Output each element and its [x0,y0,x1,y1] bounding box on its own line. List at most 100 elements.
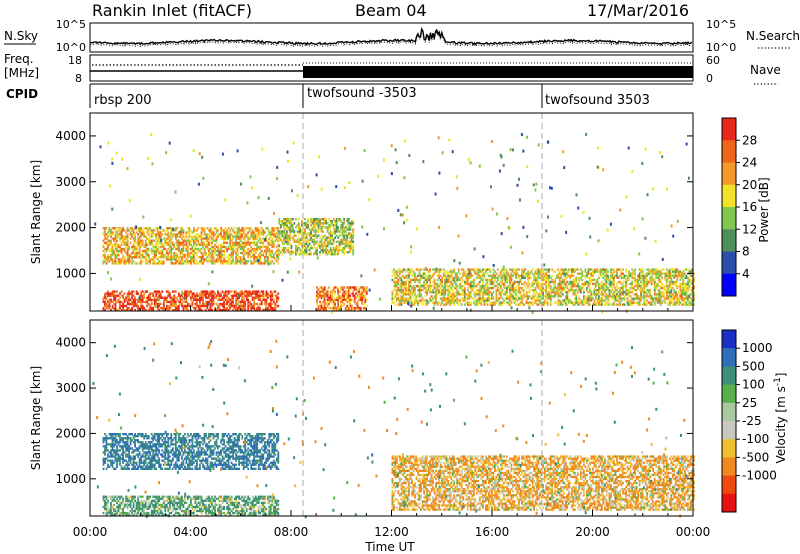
heatmap-cell [251,253,254,257]
heatmap-cell [299,242,302,246]
heatmap-cell [131,256,133,259]
heatmap-cell [471,280,474,284]
heatmap-cell [610,270,612,273]
heatmap-cell [247,260,250,263]
cpid-panel: CPID rbsp 200 twofsound -3503 twofsound … [6,83,693,108]
heatmap-cell [566,303,569,306]
heatmap-cell [181,249,183,253]
heatmap-cell [629,295,632,298]
heatmap-cell [283,236,285,239]
heatmap-cell [179,262,182,265]
heatmap-cell [394,295,397,298]
heatmap-cell [625,293,627,296]
heatmap-cell [193,231,195,234]
heatmap-cell [236,258,239,261]
heatmap-cell [435,289,437,292]
heatmap-cell [122,308,124,312]
heatmap-cell [626,276,629,279]
heatmap-cell [432,291,434,294]
heatmap-cell [409,289,412,292]
heatmap-cell [486,303,489,306]
heatmap-cell [625,284,627,288]
heatmap-cell [323,300,326,304]
heatmap-cell [629,303,632,306]
heatmap-cell [563,289,566,292]
heatmap-cell [191,302,194,306]
heatmap-cell [202,241,204,244]
heatmap-cell [188,239,191,242]
heatmap-cell [521,289,523,292]
heatmap-cell [575,280,578,284]
heatmap-cell [640,289,642,292]
heatmap-cell [359,308,362,312]
heatmap-cell [289,222,291,225]
heatmap-cell [132,233,135,236]
heatmap-cell [500,293,502,296]
noise-left-tick-top: 10^5 [56,18,86,31]
heatmap-cell [346,244,349,248]
heatmap-cell [658,278,661,282]
heatmap-cell [343,222,346,225]
heatmap-cell [605,276,608,279]
heatmap-cell [162,237,165,240]
heatmap-cell [214,247,216,251]
heatmap-cell [223,235,225,238]
heatmap-cell [352,306,355,310]
heatmap-cell [238,241,240,244]
heatmap-cell [105,233,108,236]
heatmap-cell [150,229,153,232]
heatmap-cell [190,239,192,242]
heatmap-cell [105,237,108,240]
heatmap-cell [184,290,186,293]
heatmap-cell [454,274,457,277]
heatmap-cell [655,268,658,271]
heatmap-cell [391,301,394,304]
heatmap-cell [221,262,224,265]
heatmap-cell [494,284,496,288]
heatmap-cell [191,231,194,234]
heatmap-cell [304,222,306,225]
heatmap-cell [215,239,218,242]
heatmap-cell [564,297,567,300]
heatmap-cell [141,253,144,257]
heatmap-cell [418,286,421,290]
heatmap-cell [104,260,106,263]
heatmap-cell [447,278,450,282]
heatmap-cell [566,291,569,294]
heatmap-cell [116,233,118,236]
heatmap-cell [601,272,603,275]
heatmap-cell [668,284,671,288]
heatmap-cell [286,226,288,229]
heatmap-cell [187,237,189,240]
heatmap-cell [188,247,191,251]
heatmap-cell [251,229,254,232]
heatmap-cell [592,297,594,300]
heatmap-cell [132,229,135,232]
heatmap-cell [564,268,567,271]
heatmap-cell [641,274,644,277]
heatmap-cell [361,286,364,289]
heatmap-cell [635,278,638,282]
heatmap-cell [182,260,185,263]
heatmap-cell [203,247,206,251]
heatmap-cell [451,272,454,275]
heatmap-cell [350,240,353,243]
heatmap-cell [244,251,247,255]
heatmap-cell [515,289,517,292]
heatmap-cell [119,237,121,240]
heatmap-cell [323,240,326,243]
heatmap-cell [257,231,260,234]
heatmap-cell [338,290,341,293]
heatmap-cell [567,270,570,273]
heatmap-cell [311,222,314,225]
heatmap-cell [451,301,454,304]
heatmap-cell [619,295,621,298]
heatmap-cell [326,251,329,254]
heatmap-cell [126,302,129,306]
heatmap-cell [174,235,177,238]
heatmap-cell [209,227,212,230]
heatmap-cell [313,240,315,243]
heatmap-cell [444,299,447,302]
heatmap-cell [110,239,112,242]
heatmap-cell [563,270,566,273]
